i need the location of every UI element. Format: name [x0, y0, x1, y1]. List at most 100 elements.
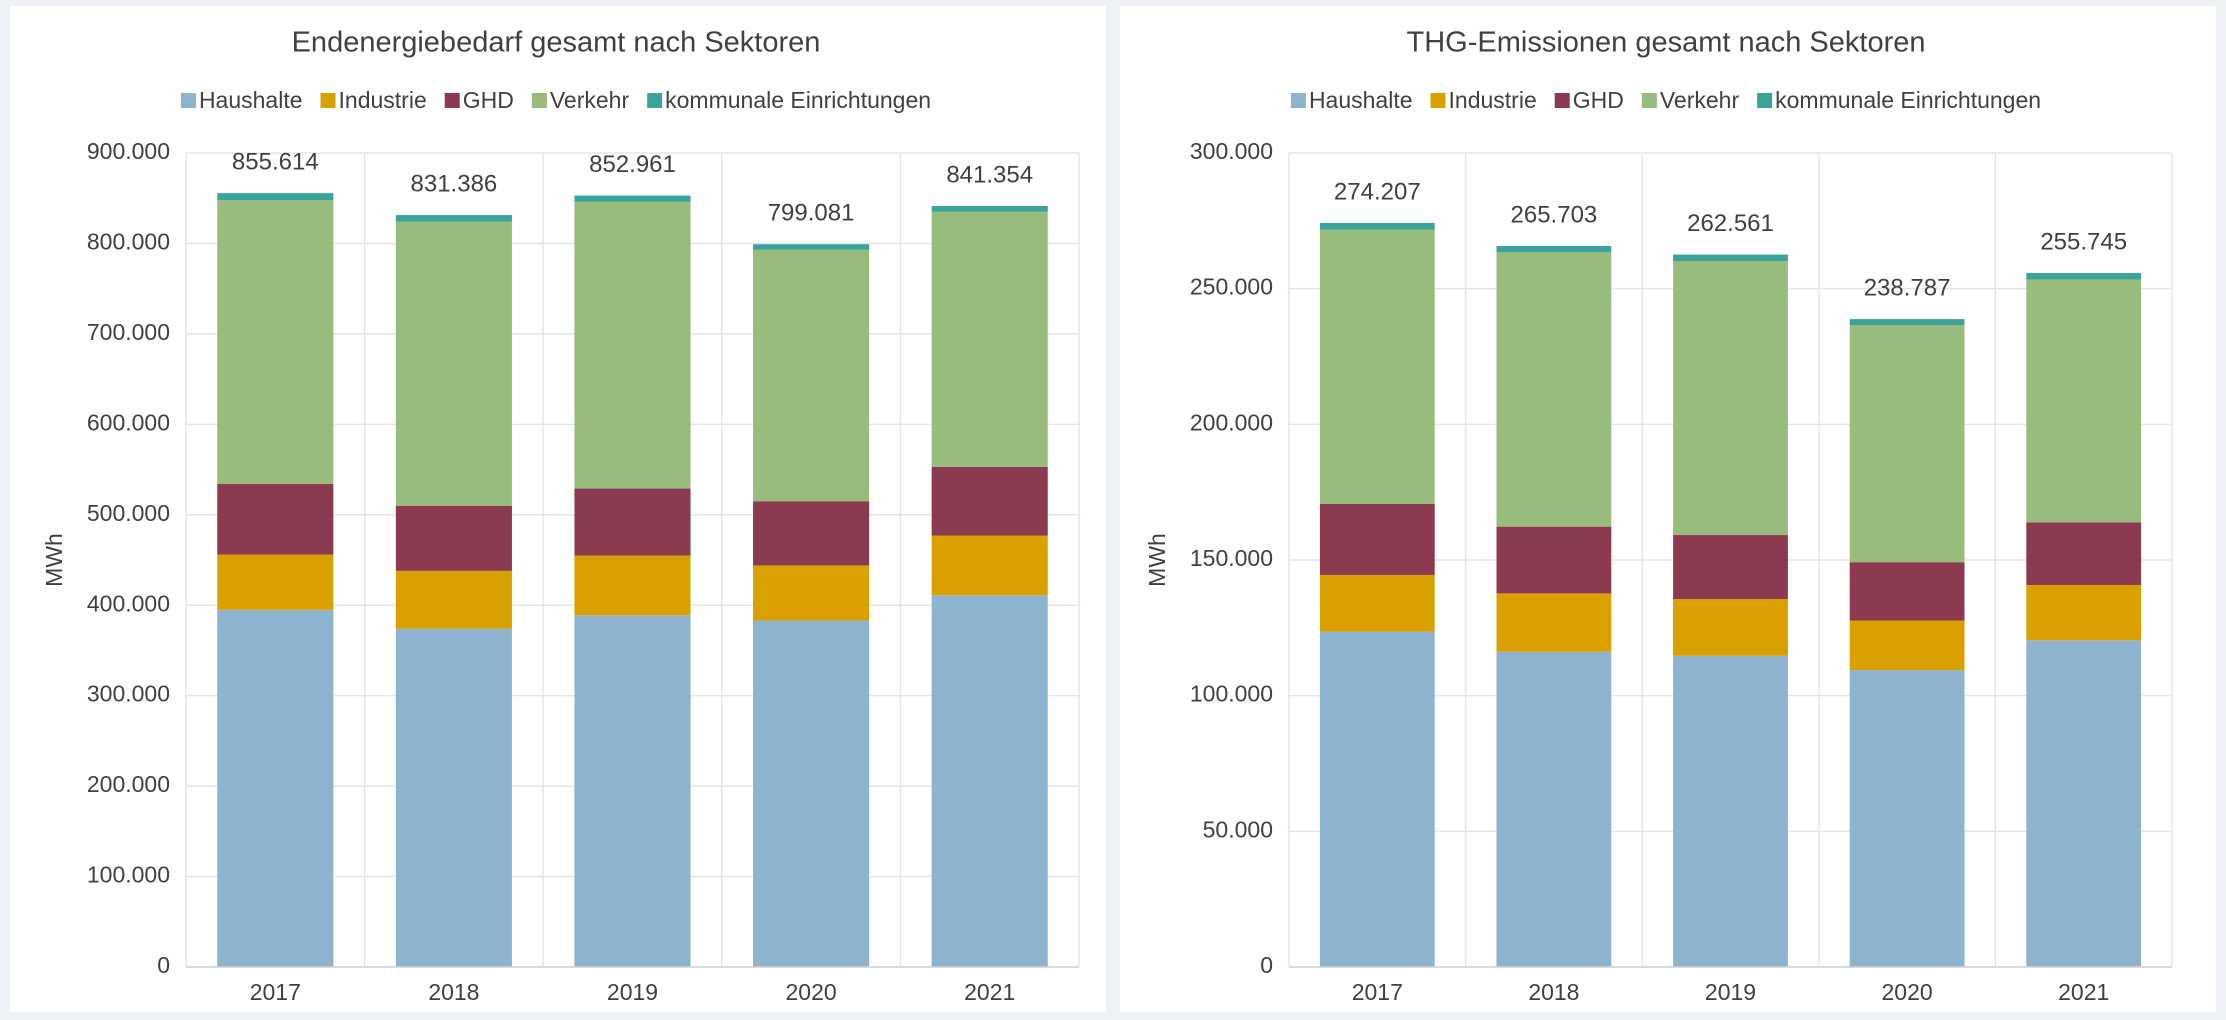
bar-segment	[2026, 279, 2142, 523]
legend-swatch	[320, 93, 336, 108]
y-tick-label: 0	[157, 952, 170, 978]
total-label: 262.561	[1687, 210, 1774, 237]
y-tick-label: 700.000	[87, 319, 170, 345]
legend-label: GHD	[1573, 87, 1624, 113]
y-tick-label: 0	[1260, 952, 1273, 978]
y-tick-label: 150.000	[1190, 545, 1273, 571]
legend-label: kommunale Einrichtungen	[665, 87, 931, 113]
total-label: 274.207	[1334, 178, 1421, 205]
bar-segment	[217, 193, 334, 201]
total-label: 255.745	[2040, 228, 2127, 255]
bar-segment	[395, 221, 512, 506]
bar-segment	[1496, 593, 1612, 652]
bar-segment	[395, 505, 512, 571]
bar-segment	[1319, 229, 1435, 504]
bar-segment	[1319, 631, 1435, 967]
bar-segment	[753, 620, 870, 967]
legend-swatch	[1757, 93, 1773, 108]
total-label: 841.354	[946, 161, 1033, 188]
x-tick-label: 2018	[428, 979, 479, 1005]
bar-segment	[217, 554, 334, 610]
y-axis-label: MWh	[41, 533, 67, 587]
bar-segment	[931, 206, 1048, 212]
bar-segment	[217, 484, 334, 555]
x-tick-label: 2021	[2058, 979, 2109, 1005]
y-tick-label: 250.000	[1190, 274, 1273, 300]
bar-segment	[1496, 252, 1612, 527]
y-tick-label: 800.000	[87, 229, 170, 255]
bar-segment	[753, 244, 870, 250]
legend-label: Haushalte	[1309, 87, 1413, 113]
bar-segment	[1673, 655, 1788, 967]
legend-swatch	[531, 93, 547, 108]
bar-segment	[395, 215, 512, 222]
bar-segment	[217, 200, 334, 485]
bar-segment	[1319, 503, 1435, 575]
bar-segment	[2026, 640, 2142, 967]
bar-segment	[574, 555, 691, 616]
y-tick-label: 200.000	[1190, 409, 1273, 435]
bar-segment	[931, 595, 1048, 967]
bar-segment	[931, 535, 1048, 596]
bar-segment	[574, 195, 691, 202]
bar-segment	[395, 570, 512, 629]
bar-segment	[1496, 246, 1612, 253]
bar-segment	[1673, 260, 1788, 536]
y-tick-label: 900.000	[87, 138, 170, 164]
bar-segment	[574, 615, 691, 967]
y-tick-label: 100.000	[87, 862, 170, 888]
x-tick-label: 2020	[1882, 979, 1933, 1005]
x-tick-label: 2019	[1705, 979, 1756, 1005]
legend-label: Verkehr	[550, 87, 630, 113]
y-tick-label: 50.000	[1203, 816, 1273, 842]
bar-segment	[395, 628, 512, 967]
y-axis-label: MWh	[1144, 533, 1170, 587]
bar-segment	[1849, 319, 1965, 326]
legend-label: GHD	[463, 87, 514, 113]
total-label: 855.614	[232, 148, 319, 175]
x-tick-label: 2019	[607, 979, 658, 1005]
legend-swatch	[1290, 93, 1306, 108]
total-label: 831.386	[411, 170, 498, 197]
bar-segment	[1849, 670, 1965, 967]
legend-label: kommunale Einrichtungen	[1775, 87, 2041, 113]
legend-swatch	[647, 93, 663, 108]
bar-segment	[753, 501, 870, 566]
bar-segment	[1849, 562, 1965, 621]
legend-label: Industrie	[1449, 87, 1537, 113]
x-tick-label: 2018	[1528, 979, 1579, 1005]
total-label: 238.787	[1864, 274, 1951, 301]
legend-swatch	[1641, 93, 1657, 108]
y-tick-label: 300.000	[87, 681, 170, 707]
bar-segment	[2026, 522, 2142, 585]
total-label: 799.081	[768, 200, 855, 227]
x-tick-label: 2017	[1352, 979, 1403, 1005]
bar-segment	[931, 466, 1048, 536]
bar-segment	[1496, 526, 1612, 594]
legend-label: Verkehr	[1660, 87, 1740, 113]
y-tick-label: 500.000	[87, 500, 170, 526]
legend-swatch	[1554, 93, 1570, 108]
bar-segment	[1673, 254, 1788, 261]
panel	[10, 6, 1106, 1012]
bar-segment	[2026, 273, 2142, 280]
bar-segment	[753, 565, 870, 621]
bar-segment	[217, 609, 334, 967]
chart-title: Endenergiebedarf gesamt nach Sektoren	[292, 27, 821, 59]
legend-label: Haushalte	[199, 87, 303, 113]
y-tick-label: 400.000	[87, 590, 170, 616]
bar-segment	[1673, 599, 1788, 656]
total-label: 265.703	[1511, 201, 1598, 228]
bar-segment	[574, 488, 691, 556]
y-tick-label: 600.000	[87, 409, 170, 435]
x-tick-label: 2020	[786, 979, 837, 1005]
bar-segment	[1673, 535, 1788, 600]
legend-label: Industrie	[339, 87, 427, 113]
bar-segment	[1849, 620, 1965, 671]
total-label: 852.961	[589, 151, 676, 178]
bar-segment	[1319, 574, 1435, 632]
legend-swatch	[180, 93, 196, 108]
bar-segment	[574, 201, 691, 489]
bar-segment	[931, 211, 1048, 467]
